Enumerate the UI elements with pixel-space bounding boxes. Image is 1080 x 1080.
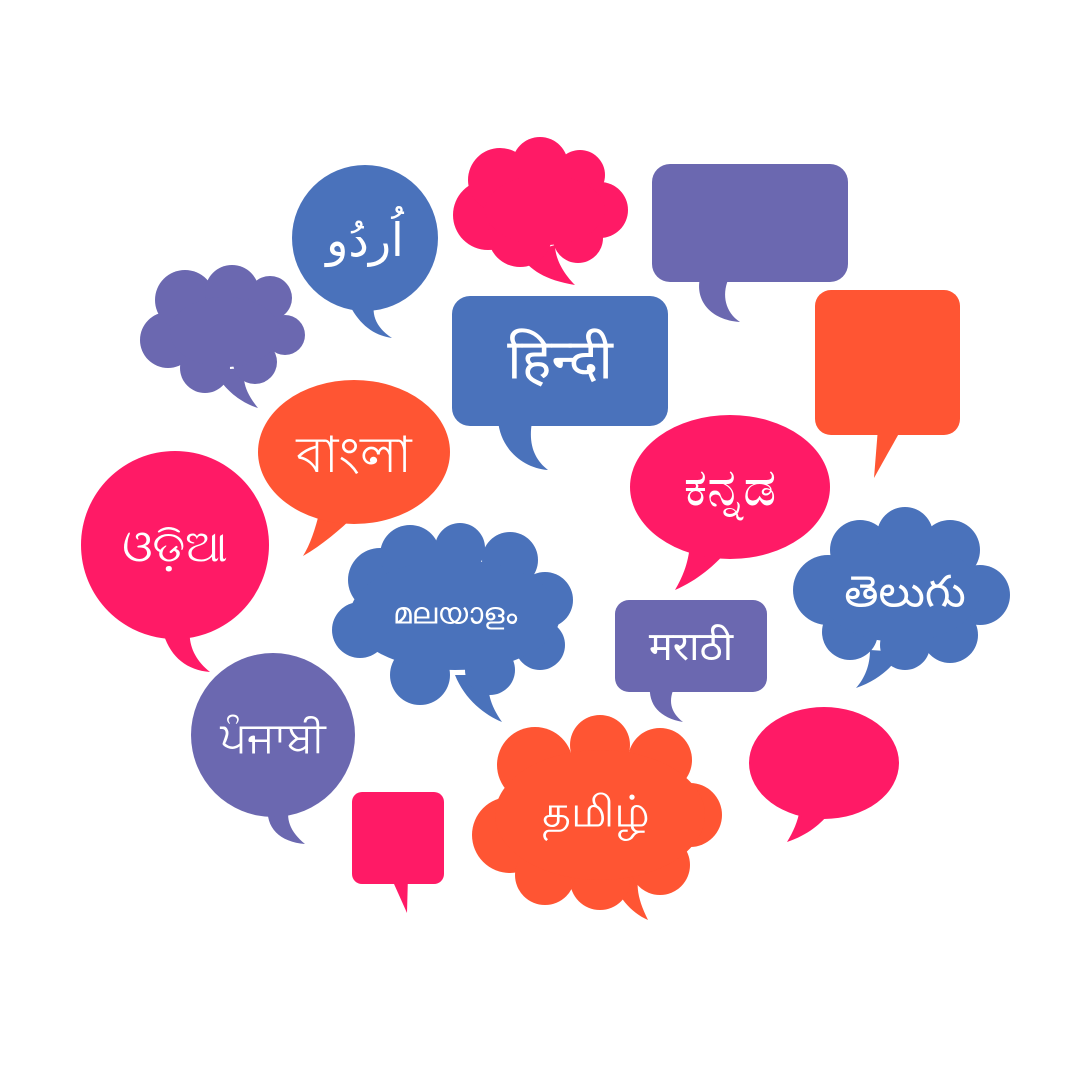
label-punjabi: ਪੰਜਾਬੀ	[219, 713, 327, 762]
bubble-malayalam: മലയാളം	[332, 523, 573, 722]
cloud-bubble-pink-top	[453, 137, 628, 285]
bubble-odia: ଓଡ଼ିଆ	[81, 451, 269, 672]
label-kannada: ಕನ್ನಡ	[684, 458, 776, 521]
label-marathi: मराठी	[649, 624, 734, 670]
rect-bubble-purple	[652, 164, 848, 322]
bubble-telugu: తెలుగు	[793, 507, 1010, 688]
label-odia: ଓଡ଼ିଆ	[122, 522, 228, 573]
bubble-bangla: বাংলা	[258, 380, 450, 556]
bubble-hindi: हिन्दी	[452, 296, 668, 470]
rect-bubble-pink-bottom	[352, 792, 444, 913]
label-tamil: தமிழ்	[542, 787, 649, 842]
label-malayalam: മലയാളം	[393, 597, 518, 632]
label-urdu: اُردُو	[324, 206, 405, 268]
label-bangla: বাংলা	[295, 426, 413, 484]
rect-bubble-orange	[815, 290, 960, 478]
label-hindi: हिन्दी	[507, 328, 614, 393]
bubble-kannada: ಕನ್ನಡ	[630, 415, 830, 590]
bubble-marathi: मराठी	[615, 600, 767, 722]
label-telugu: తెలుగు	[844, 567, 966, 618]
bubble-tamil: தமிழ்	[472, 715, 722, 920]
bubble-punjabi: ਪੰਜਾਬੀ	[191, 653, 355, 844]
ellipse-bubble-pink	[749, 707, 899, 842]
bubble-urdu: اُردُو	[292, 165, 438, 338]
cloud-bubble-purple-left	[140, 265, 305, 408]
